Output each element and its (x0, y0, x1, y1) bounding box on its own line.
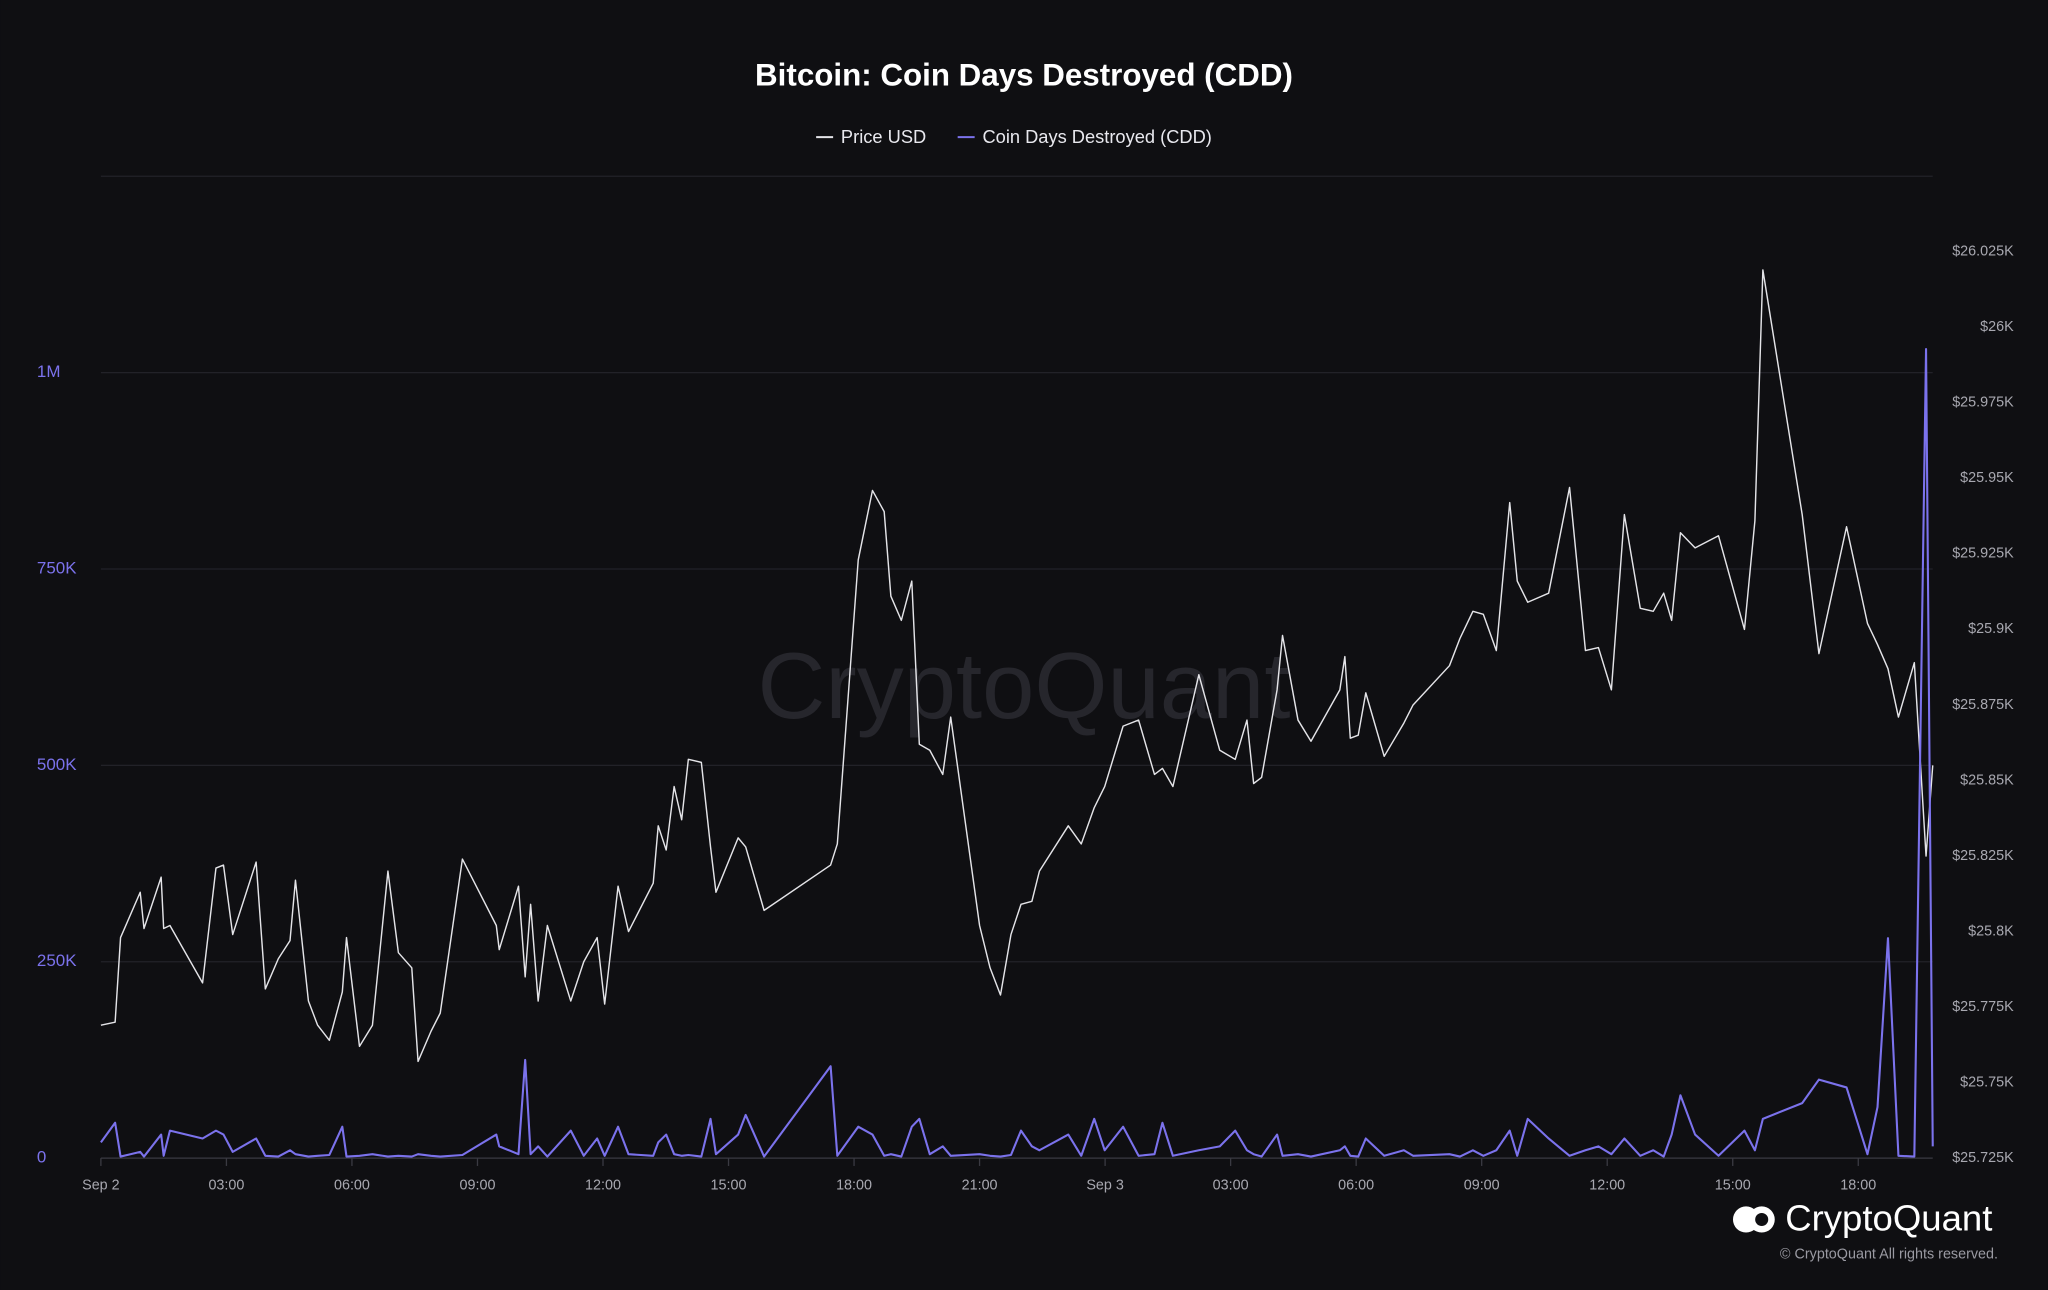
y2-tick-label: $25.925K (1952, 546, 2014, 562)
x-tick-label: 03:00 (208, 1177, 244, 1193)
x-tick-label: 18:00 (836, 1177, 872, 1193)
logo-icon (1755, 1212, 1769, 1227)
x-tick-label: 06:00 (1338, 1177, 1374, 1193)
x-tick-label: 12:00 (585, 1177, 621, 1193)
series-line (100, 348, 1934, 1158)
legend-label: Coin Days Destroyed (CDD) (982, 126, 1211, 147)
y2-tick-label: $25.8K (1968, 923, 2014, 939)
y2-tick-label: $25.725K (1952, 1150, 2014, 1166)
y2-tick-label: $25.875K (1952, 697, 2014, 713)
x-tick-label: 09:00 (1464, 1177, 1500, 1193)
x-tick-label: 12:00 (1589, 1177, 1625, 1193)
x-tick-label: 03:00 (1213, 1177, 1249, 1193)
x-tick-label: 21:00 (962, 1177, 998, 1193)
x-tick-label: 15:00 (1715, 1177, 1751, 1193)
x-tick-label: 15:00 (711, 1177, 747, 1193)
y-tick-label: 500K (37, 755, 77, 774)
watermark: CryptoQuant (758, 633, 1291, 738)
y-tick-label: 750K (37, 558, 77, 577)
y2-tick-label: $26.025K (1952, 244, 2014, 260)
x-tick-label: Sep 2 (82, 1177, 120, 1193)
copyright: © CryptoQuant All rights reserved. (1780, 1247, 1998, 1263)
y2-tick-label: $25.975K (1952, 395, 2014, 411)
y-tick-label: 1M (37, 362, 61, 381)
y2-tick-label: $25.75K (1960, 1074, 2014, 1090)
y2-tick-label: $25.825K (1952, 848, 2014, 864)
x-tick-label: Sep 3 (1086, 1177, 1124, 1193)
legend-label: Price USD (841, 126, 926, 147)
x-tick-label: 18:00 (1840, 1177, 1876, 1193)
chart-title: Bitcoin: Coin Days Destroyed (CDD) (755, 57, 1293, 92)
logo (1732, 1206, 1775, 1233)
y2-tick-label: $25.85K (1960, 772, 2014, 788)
series-line (100, 269, 1934, 1063)
x-tick-label: 09:00 (460, 1177, 496, 1193)
y2-tick-label: $25.9K (1968, 621, 2014, 637)
y-tick-label: 250K (37, 951, 77, 970)
y2-tick-label: $25.775K (1952, 999, 2014, 1015)
y-tick-label: 0 (37, 1148, 46, 1167)
x-tick-label: 06:00 (334, 1177, 370, 1193)
y2-tick-label: $25.95K (1960, 470, 2014, 486)
y2-tick-label: $26K (1980, 319, 2014, 335)
brand: CryptoQuant (1785, 1197, 1992, 1238)
